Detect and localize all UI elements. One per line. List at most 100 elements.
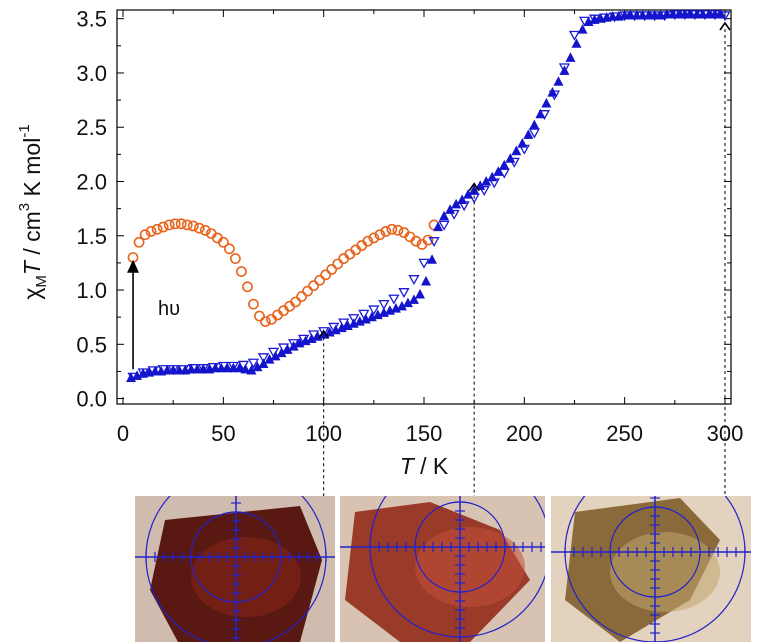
data-point-filled-triangle bbox=[414, 288, 425, 299]
data-point-filled-triangle bbox=[511, 145, 522, 156]
data-point-open-triangle bbox=[257, 353, 270, 364]
series-2 bbox=[126, 8, 726, 383]
data-point-circle bbox=[139, 229, 151, 241]
y-title-mid: / cm bbox=[19, 211, 45, 261]
data-point-circle bbox=[157, 221, 169, 233]
axis-ticks bbox=[117, 10, 731, 404]
data-point-filled-triangle bbox=[427, 254, 438, 264]
data-point-filled-triangle bbox=[559, 65, 570, 75]
x-tick-labels: 0 50 100 150 200 250 300 bbox=[117, 421, 743, 446]
data-point-circle bbox=[217, 236, 229, 248]
data-point-filled-triangle bbox=[499, 159, 510, 170]
y-axis-title: χMT / cm3 K mol-1 bbox=[16, 124, 50, 299]
data-point-circle bbox=[362, 235, 374, 247]
temperature-marker-arrow bbox=[719, 21, 731, 31]
data-point-filled-triangle bbox=[565, 52, 576, 62]
y-tick-label: 2.5 bbox=[76, 115, 107, 140]
data-point-filled-triangle bbox=[697, 8, 708, 19]
data-point-filled-triangle bbox=[216, 362, 227, 373]
data-point-circle bbox=[386, 223, 398, 235]
data-point-filled-triangle bbox=[535, 108, 546, 119]
y-tick-label: 0.0 bbox=[76, 387, 107, 412]
plot-frame bbox=[116, 9, 732, 405]
data-point-filled-triangle bbox=[198, 363, 209, 374]
y-title-sup: 3 bbox=[16, 203, 33, 211]
data-point-circle bbox=[290, 296, 301, 308]
series-layer bbox=[126, 8, 731, 383]
data-point-filled-triangle bbox=[631, 9, 642, 20]
data-point-circle bbox=[199, 224, 211, 236]
data-point-open-triangle bbox=[247, 358, 260, 369]
crystal-highlight bbox=[415, 527, 525, 607]
data-point-filled-triangle bbox=[433, 221, 444, 232]
crystal-highlight bbox=[610, 532, 720, 612]
y-tick-label: 1.0 bbox=[76, 278, 107, 303]
data-point-filled-triangle bbox=[174, 364, 185, 375]
data-point-circle bbox=[332, 258, 344, 270]
x-axis-title: T / K bbox=[400, 453, 449, 479]
y-tick-label: 2.0 bbox=[76, 169, 107, 194]
data-point-filled-triangle bbox=[667, 8, 678, 19]
data-point-filled-triangle bbox=[210, 362, 221, 373]
y-title-chi: χ bbox=[19, 288, 45, 300]
x-title-var: T bbox=[400, 453, 420, 479]
crystal-photo-175K bbox=[340, 496, 545, 642]
data-point-open-triangle bbox=[448, 209, 460, 220]
data-point-filled-triangle bbox=[553, 76, 564, 86]
x-tick-label: 50 bbox=[211, 421, 235, 446]
data-point-filled-triangle bbox=[691, 8, 702, 19]
data-point-open-triangle bbox=[368, 305, 380, 316]
crystal-highlight bbox=[191, 537, 301, 617]
svg-text:χMT / cm3 K mol-1: χMT / cm3 K mol-1 bbox=[16, 124, 50, 299]
data-point-filled-triangle bbox=[571, 38, 582, 48]
data-point-circle bbox=[254, 310, 265, 322]
data-point-filled-triangle bbox=[685, 8, 696, 19]
data-point-filled-triangle bbox=[168, 364, 179, 375]
x-tick-label: 150 bbox=[406, 421, 443, 446]
data-point-circle bbox=[320, 269, 332, 281]
data-point-circle bbox=[175, 218, 187, 230]
data-point-open-triangle bbox=[287, 339, 300, 350]
data-point-filled-triangle bbox=[529, 119, 540, 130]
data-point-filled-triangle bbox=[457, 194, 468, 205]
data-point-open-triangle bbox=[348, 314, 360, 325]
y-title-sup2: -1 bbox=[16, 124, 33, 137]
data-point-filled-triangle bbox=[150, 365, 161, 376]
data-point-filled-triangle bbox=[493, 166, 504, 176]
data-point-filled-triangle bbox=[421, 275, 432, 286]
data-point-circle bbox=[296, 291, 308, 302]
data-point-filled-triangle bbox=[643, 9, 654, 20]
data-point-circle bbox=[374, 229, 386, 241]
crystal-photo-300K bbox=[551, 496, 751, 642]
data-point-filled-triangle bbox=[673, 8, 684, 19]
y-tick-label: 0.5 bbox=[76, 332, 107, 357]
data-point-circle bbox=[223, 243, 235, 255]
data-point-filled-triangle bbox=[192, 363, 203, 374]
data-point-filled-triangle bbox=[234, 362, 245, 373]
data-point-circle bbox=[422, 234, 434, 246]
data-point-circle bbox=[187, 220, 199, 232]
y-title-tail: K mol bbox=[19, 138, 45, 203]
data-point-filled-triangle bbox=[637, 9, 648, 20]
data-point-filled-triangle bbox=[408, 294, 419, 304]
data-point-filled-triangle bbox=[715, 8, 726, 19]
x-title-unit: / K bbox=[420, 453, 449, 479]
data-point-circle bbox=[181, 219, 193, 231]
data-point-circle bbox=[236, 266, 247, 277]
y-tick-label: 1.5 bbox=[76, 224, 107, 249]
data-point-open-triangle bbox=[318, 327, 330, 338]
data-point-circle bbox=[260, 316, 271, 327]
data-point-circle bbox=[302, 285, 314, 297]
data-point-circle bbox=[314, 274, 326, 286]
data-point-filled-triangle bbox=[625, 9, 636, 20]
data-point-filled-triangle bbox=[619, 9, 630, 20]
data-point-circle bbox=[145, 226, 157, 237]
data-point-filled-triangle bbox=[607, 11, 618, 21]
data-point-filled-triangle bbox=[228, 362, 239, 373]
data-point-circle bbox=[410, 235, 422, 247]
data-point-filled-triangle bbox=[505, 153, 516, 163]
data-point-circle bbox=[380, 226, 392, 237]
temperature-marker-arrow bbox=[318, 329, 330, 339]
data-point-open-triangle bbox=[227, 361, 239, 372]
